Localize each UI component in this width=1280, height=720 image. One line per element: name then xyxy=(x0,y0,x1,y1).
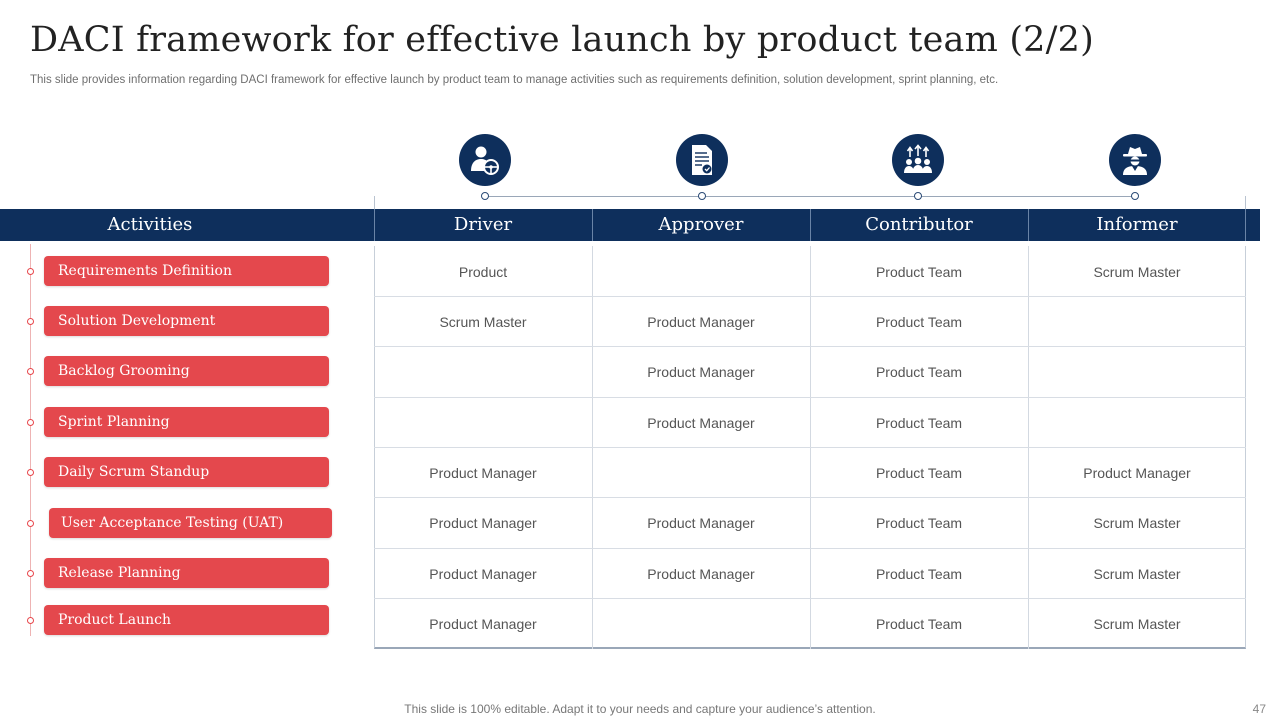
activity-marker xyxy=(27,268,34,275)
cell-contributor: Product Team xyxy=(875,616,963,632)
cell-approver xyxy=(592,463,810,483)
cell-contributor: Product Team xyxy=(875,566,963,582)
table-header-bar xyxy=(0,209,1260,241)
activity-daily-scrum-standup: Daily Scrum Standup xyxy=(44,457,329,487)
cell-approver: Product Manager xyxy=(647,515,755,531)
cell-contributor: Product Team xyxy=(875,264,963,280)
driver-icon xyxy=(459,134,511,186)
row-divider xyxy=(374,296,1246,297)
row-divider xyxy=(374,447,1246,448)
header-divider xyxy=(592,209,593,241)
activity-marker xyxy=(27,617,34,624)
timeline-stub xyxy=(374,196,375,209)
header-divider xyxy=(1245,209,1246,241)
cell-driver: Product Manager xyxy=(429,465,537,481)
activity-requirements-definition: Requirements Definition xyxy=(44,256,329,286)
activity-sprint-planning: Sprint Planning xyxy=(44,407,329,437)
timeline-dot xyxy=(698,192,706,200)
page-title: DACI framework for effective launch by p… xyxy=(30,20,1094,60)
header-divider xyxy=(374,209,375,241)
timeline-dot xyxy=(914,192,922,200)
activity-marker xyxy=(27,318,34,325)
cell-informer xyxy=(1028,362,1246,382)
activity-backlog-grooming: Backlog Grooming xyxy=(44,356,329,386)
column-header-informer: Informer xyxy=(1096,214,1178,235)
icon-timeline xyxy=(485,196,1136,197)
cell-informer: Scrum Master xyxy=(1093,566,1181,582)
column-header-driver: Driver xyxy=(453,214,513,235)
cell-contributor: Product Team xyxy=(875,415,963,431)
header-divider xyxy=(1028,209,1029,241)
page-subtitle: This slide provides information regardin… xyxy=(30,74,999,86)
cell-driver: Product Manager xyxy=(429,515,537,531)
activity-marker xyxy=(27,469,34,476)
informer-icon xyxy=(1109,134,1161,186)
activity-marker xyxy=(27,419,34,426)
activity-marker xyxy=(27,368,34,375)
cell-informer: Scrum Master xyxy=(1093,264,1181,280)
cell-driver xyxy=(374,362,592,382)
footer-note: This slide is 100% editable. Adapt it to… xyxy=(404,702,876,716)
cell-contributor: Product Team xyxy=(875,314,963,330)
cell-informer: Scrum Master xyxy=(1093,515,1181,531)
activity-solution-development: Solution Development xyxy=(44,306,329,336)
activity-marker xyxy=(27,520,34,527)
column-header-contributor: Contributor xyxy=(865,214,973,235)
activity-product-launch: Product Launch xyxy=(44,605,329,635)
column-header-approver: Approver xyxy=(658,214,744,235)
row-divider xyxy=(374,397,1246,398)
row-divider xyxy=(374,346,1246,347)
cell-informer xyxy=(1028,413,1246,433)
cell-driver: Product Manager xyxy=(429,616,537,632)
activity-release-planning: Release Planning xyxy=(44,558,329,588)
cell-informer: Scrum Master xyxy=(1093,616,1181,632)
approver-icon xyxy=(676,134,728,186)
activity-user-acceptance-testing: User Acceptance Testing (UAT) xyxy=(49,508,332,538)
timeline-dot xyxy=(1131,192,1139,200)
cell-approver: Product Manager xyxy=(647,314,755,330)
cell-contributor: Product Team xyxy=(875,364,963,380)
cell-contributor: Product Team xyxy=(875,515,963,531)
cell-contributor: Product Team xyxy=(875,465,963,481)
cell-driver xyxy=(374,413,592,433)
cell-approver xyxy=(592,262,810,282)
activities-connector-line xyxy=(30,244,31,636)
header-divider xyxy=(810,209,811,241)
cell-approver: Product Manager xyxy=(647,566,755,582)
contributor-icon xyxy=(892,134,944,186)
cell-approver: Product Manager xyxy=(647,364,755,380)
cell-informer: Product Manager xyxy=(1083,465,1191,481)
row-divider xyxy=(374,598,1246,599)
activity-marker xyxy=(27,570,34,577)
cell-driver: Product Manager xyxy=(429,566,537,582)
row-divider xyxy=(374,497,1246,498)
activities-header: Activities xyxy=(107,214,193,235)
page-number: 47 xyxy=(1252,702,1266,716)
cell-driver: Product xyxy=(458,264,508,280)
timeline-dot xyxy=(481,192,489,200)
row-divider xyxy=(374,548,1246,549)
cell-informer xyxy=(1028,312,1246,332)
cell-approver: Product Manager xyxy=(647,415,755,431)
cell-approver xyxy=(592,614,810,634)
cell-driver: Scrum Master xyxy=(439,314,527,330)
timeline-stub xyxy=(1245,196,1246,209)
